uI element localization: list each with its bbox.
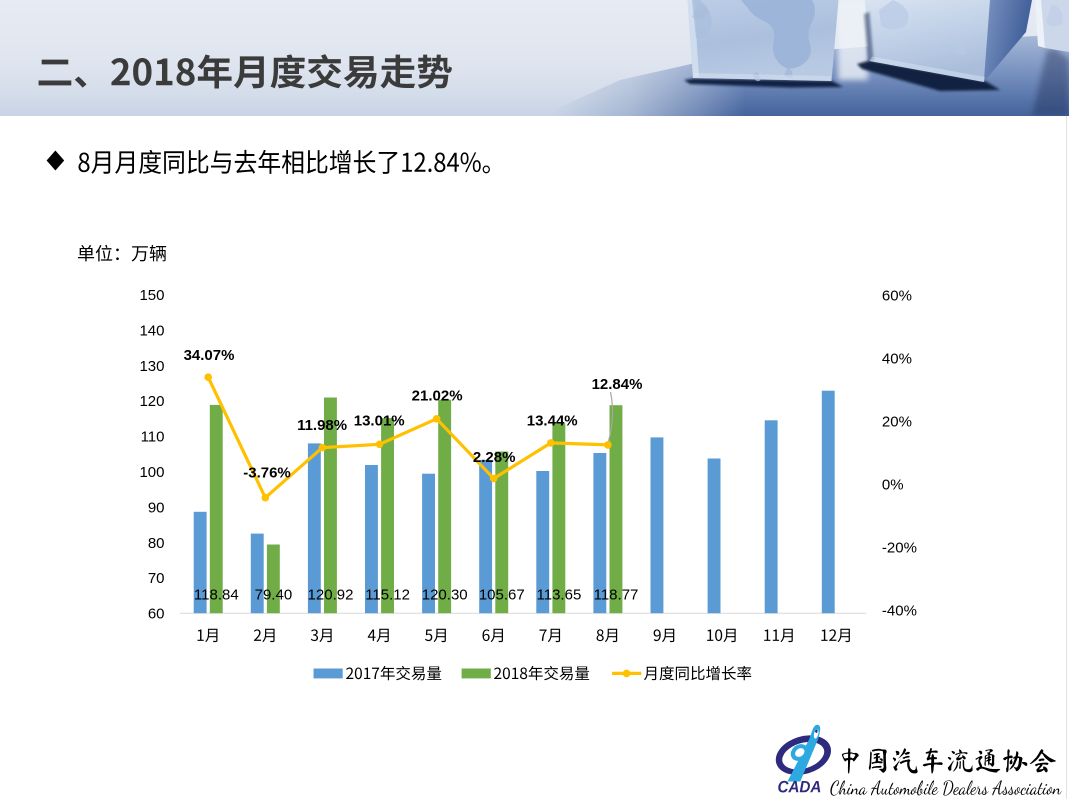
svg-text:105.67: 105.67 — [479, 586, 525, 603]
svg-text:11.98%: 11.98% — [297, 417, 347, 434]
svg-text:34.07%: 34.07% — [184, 347, 235, 364]
svg-text:79.40: 79.40 — [255, 586, 293, 603]
svg-text:60%: 60% — [882, 288, 912, 305]
svg-text:140: 140 — [139, 322, 164, 339]
svg-text:120: 120 — [139, 393, 164, 410]
svg-text:120.92: 120.92 — [308, 586, 354, 603]
svg-text:-20%: -20% — [882, 540, 917, 557]
svg-text:2.28%: 2.28% — [473, 449, 516, 466]
svg-text:13.01%: 13.01% — [354, 413, 405, 430]
svg-text:20%: 20% — [882, 414, 912, 431]
svg-text:113.65: 113.65 — [537, 586, 582, 603]
svg-text:115.12: 115.12 — [365, 586, 410, 603]
svg-text:-40%: -40% — [882, 603, 917, 620]
svg-text:21.02%: 21.02% — [412, 387, 463, 404]
svg-text:60: 60 — [148, 606, 165, 623]
svg-text:90: 90 — [148, 499, 165, 516]
svg-text:118.77: 118.77 — [594, 586, 639, 603]
svg-text:40%: 40% — [882, 351, 912, 368]
svg-text:130: 130 — [139, 358, 164, 375]
svg-text:13.44%: 13.44% — [527, 413, 578, 430]
svg-text:110: 110 — [141, 429, 165, 446]
svg-text:80: 80 — [148, 535, 165, 552]
svg-text:118.84: 118.84 — [194, 586, 239, 603]
svg-text:-3.76%: -3.76% — [243, 465, 291, 482]
svg-text:100: 100 — [139, 464, 164, 481]
svg-text:70: 70 — [148, 570, 165, 587]
svg-text:120.30: 120.30 — [422, 586, 468, 603]
svg-text:12.84%: 12.84% — [592, 376, 643, 393]
svg-text:0%: 0% — [882, 477, 904, 494]
svg-text:150: 150 — [139, 287, 164, 304]
